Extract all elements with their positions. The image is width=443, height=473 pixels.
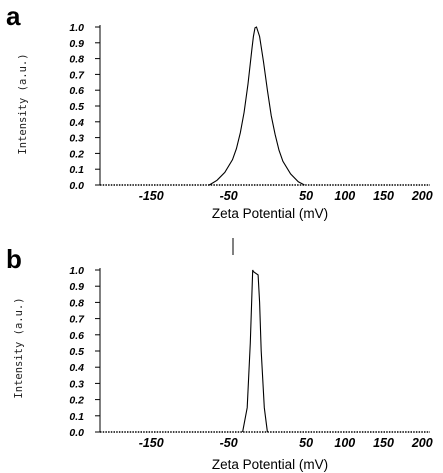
y-tick-label: 1.0	[69, 22, 84, 34]
y-tick-label: 0.1	[69, 411, 84, 423]
x-tick-label: 200	[411, 189, 433, 203]
series-b	[242, 269, 268, 433]
x-tick-label: -50	[220, 189, 238, 203]
y-tick-label: 0.2	[69, 395, 84, 407]
y-tick-label: 0.4	[69, 117, 84, 129]
x-axis-label-b: Zeta Potential (mV)	[212, 457, 328, 472]
panel-label-b: b	[6, 244, 22, 274]
y-tick-labels-a: 0.0 0.1 0.2 0.3 0.4 0.5 0.6 0.7 0.8 0.9 1.0	[69, 22, 100, 192]
series-line	[242, 269, 268, 433]
x-tick-label: 100	[334, 436, 355, 450]
x-tick-labels-b: -150 -50 50 100 150 200	[139, 436, 433, 450]
y-tick-labels-b: 0.0 0.1 0.2 0.3 0.4 0.5 0.6 0.7 0.8 0.9 1.0	[69, 265, 100, 439]
x-tick-label: 50	[299, 189, 313, 203]
x-tick-label: 100	[334, 189, 355, 203]
y-tick-label: 1.0	[69, 265, 84, 277]
y-tick-label: 0.9	[69, 281, 84, 293]
y-tick-label: 0.0	[69, 427, 84, 439]
series-a	[209, 26, 305, 186]
panel-label-a: a	[6, 1, 21, 31]
y-tick-label: 0.1	[69, 164, 84, 176]
y-tick-label: 0.7	[69, 314, 85, 326]
x-axis-label-a: Zeta Potential (mV)	[212, 206, 328, 221]
y-tick-label: 0.4	[69, 362, 84, 374]
y-tick-label: 0.2	[69, 148, 84, 160]
y-tick-label: 0.9	[69, 38, 84, 50]
y-tick-label: 0.6	[69, 85, 84, 97]
y-tick-label: 0.7	[69, 69, 85, 81]
series-line	[209, 26, 305, 186]
y-tick-label: 0.0	[69, 180, 84, 192]
y-tick-label: 0.8	[69, 54, 84, 66]
y-tick-label: 0.6	[69, 330, 84, 342]
y-tick-label: 0.3	[69, 378, 84, 390]
y-tick-label: 0.3	[69, 133, 84, 145]
x-tick-label: 200	[411, 436, 433, 450]
y-tick-label: 0.5	[69, 101, 84, 113]
panel-b: b 0.0 0.1 0.2 0.3 0.4 0.5 0.6 0.7 0.8 0.9 1.0 -150…	[6, 244, 433, 472]
x-tick-label: 150	[373, 436, 394, 450]
x-tick-label: -150	[139, 436, 164, 450]
axes-b	[99, 268, 430, 433]
y-axis-label-a: Intensity (a.u.)	[17, 53, 29, 154]
y-tick-label: 0.5	[69, 346, 84, 358]
x-tick-label: 150	[373, 189, 394, 203]
x-tick-label: -150	[139, 189, 164, 203]
x-tick-label: -50	[220, 436, 238, 450]
y-tick-label: 0.8	[69, 297, 84, 309]
y-axis-label-b: Intensity (a.u.)	[13, 297, 25, 398]
x-tick-labels-a: -150 -50 50 100 150 200	[139, 189, 433, 203]
panel-a: a 0.0 0.1 0.2 0.3 0.4 0.5 0.6 0.7 0.8 0.9 1.0 -150…	[6, 1, 433, 221]
x-tick-label: 50	[299, 436, 313, 450]
axes-a	[99, 25, 430, 186]
